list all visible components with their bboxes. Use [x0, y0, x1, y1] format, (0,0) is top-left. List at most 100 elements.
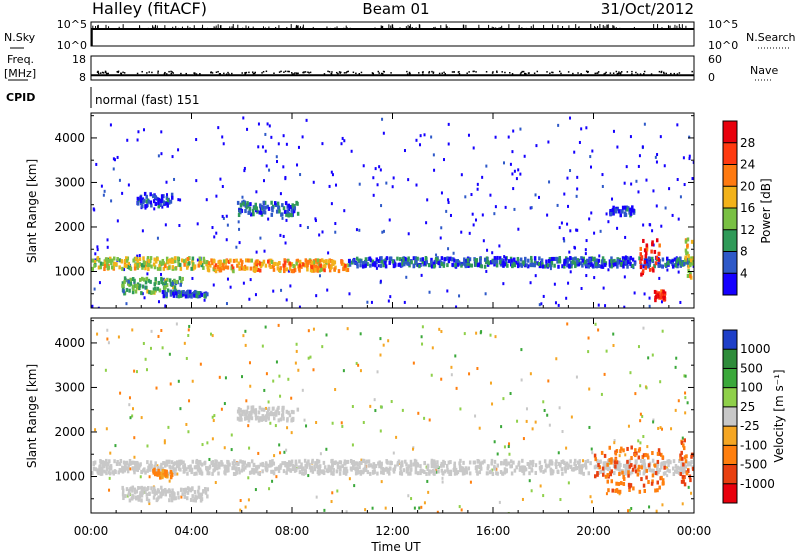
velocity-echo-cell: [198, 467, 202, 472]
y-tick-label: 1000: [54, 469, 85, 483]
power-echo-cell: [235, 258, 238, 263]
velocity-echo-cell: [644, 452, 647, 457]
velocity-echo-cell: [305, 424, 308, 428]
power-echo-cell: [136, 201, 140, 206]
nave-sample: [552, 71, 554, 74]
power-echo-cell: [546, 263, 550, 268]
nave-sample: [504, 71, 506, 74]
power-echo-cell: [412, 263, 416, 268]
velocity-echo-cell: [637, 467, 640, 472]
power-echo-cell: [160, 130, 163, 134]
power-echo-cell: [384, 264, 388, 269]
power-echo-cell: [435, 253, 438, 257]
y-tick-label: 3000: [54, 380, 85, 394]
velocity-echo-cell: [613, 441, 616, 445]
colorbar-segment: [723, 164, 737, 187]
power-echo-cell: [331, 261, 335, 266]
power-echo-cell: [259, 236, 262, 240]
velocity-echo-cell: [556, 469, 559, 474]
velocity-echo-cell: [140, 498, 143, 503]
power-echo-cell: [203, 293, 206, 298]
velocity-echo-cell: [628, 484, 631, 489]
noise-left-tick-top: 10^5: [57, 18, 87, 31]
power-echo-cell: [576, 175, 579, 179]
beam-title: Beam 01: [362, 0, 429, 18]
velocity-echo-cell: [109, 464, 113, 469]
power-echo-cell: [257, 122, 260, 126]
power-echo-cell: [369, 263, 372, 268]
velocity-echo-cell: [148, 502, 151, 506]
velocity-echo-cell: [341, 464, 344, 469]
power-echo-cell: [558, 256, 562, 261]
velocity-echo-cell: [322, 460, 326, 465]
velocity-echo-cell: [119, 391, 122, 395]
velocity-echo-cell: [505, 460, 508, 465]
power-echo-cell: [498, 256, 502, 261]
velocity-echo-cell: [121, 485, 124, 490]
velocity-echo-cell: [615, 460, 619, 465]
velocity-echo-cell: [152, 486, 156, 491]
power-echo-cell: [515, 177, 518, 181]
velocity-echo-cell: [318, 471, 321, 476]
velocity-echo-cell: [211, 437, 214, 441]
velocity-echo-cell: [155, 386, 158, 390]
power-echo-cell: [462, 261, 466, 266]
velocity-echo-cell: [605, 492, 608, 496]
velocity-echo-cell: [170, 473, 174, 478]
power-echo-cell: [472, 223, 475, 227]
colorbar-tick-label: 20: [740, 179, 755, 193]
power-echo-cell: [288, 266, 292, 271]
power-echo-cell: [405, 275, 408, 279]
power-echo-cell: [140, 263, 144, 268]
power-echo-cell: [686, 243, 689, 248]
freq-label-top: Freq.: [7, 53, 34, 66]
nave-sample: [157, 72, 159, 74]
velocity-echo-cell: [642, 435, 645, 439]
velocity-echo-cell: [651, 353, 654, 357]
velocity-echo-cell: [92, 462, 96, 467]
nave-sample: [522, 70, 525, 73]
velocity-echo-cell: [505, 462, 508, 467]
power-echo-cell: [423, 261, 427, 266]
power-echo-cell: [202, 256, 206, 261]
power-echo-cell: [312, 260, 316, 265]
power-echo-cell: [331, 259, 334, 264]
velocity-echo-cell: [666, 459, 669, 464]
velocity-echo-cell: [594, 322, 597, 326]
velocity-echo-cell: [208, 464, 212, 469]
power-echo-cell: [296, 258, 299, 263]
power-echo-cell: [507, 135, 510, 139]
power-echo-cell: [186, 265, 189, 270]
power-echo-cell: [115, 262, 118, 267]
power-echo-cell: [217, 260, 220, 265]
velocity-echo-cell: [534, 420, 537, 424]
nave-sample: [536, 70, 539, 73]
velocity-echo-cell: [133, 460, 137, 465]
power-echo-cell: [566, 222, 569, 226]
velocity-echo-cell: [235, 466, 238, 471]
velocity-echo-cell: [273, 454, 276, 458]
velocity-echo-cell: [607, 488, 610, 493]
velocity-echo-cell: [660, 475, 663, 480]
velocity-echo-cell: [287, 377, 290, 381]
colorbar-frame: [722, 329, 738, 504]
power-echo-cell: [674, 263, 678, 268]
nave-sample: [104, 71, 107, 73]
power-echo-cell: [239, 210, 242, 215]
velocity-echo-cell: [94, 467, 98, 472]
velocity-echo-cell: [137, 486, 140, 491]
velocity-echo-cell: [131, 485, 135, 490]
velocity-echo-cell: [548, 461, 552, 466]
velocity-echo-cell: [108, 476, 111, 480]
power-echo-cell: [246, 127, 249, 131]
power-echo-cell: [143, 277, 146, 282]
noise-panel-frame: [90, 21, 695, 47]
velocity-echo-cell: [247, 424, 250, 428]
velocity-echo-cell: [279, 463, 283, 468]
power-echo-cell: [645, 247, 649, 252]
velocity-echo-cell: [185, 496, 189, 501]
nave-sample: [180, 72, 182, 75]
freq-left-tick-bottom: 8: [79, 71, 86, 84]
velocity-echo-cell: [353, 484, 356, 488]
